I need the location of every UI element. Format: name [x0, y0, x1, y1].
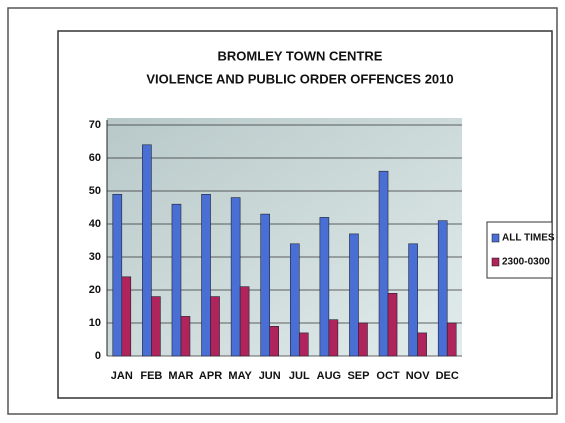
- legend-label: ALL TIMES: [502, 233, 555, 244]
- y-tick-label: 70: [89, 119, 101, 131]
- bar: [378, 170, 389, 357]
- x-tick-label: OCT: [376, 370, 400, 382]
- x-tick-label: APR: [199, 370, 222, 382]
- x-tick-label: NOV: [406, 370, 431, 382]
- bar: [417, 332, 427, 357]
- bar: [142, 144, 152, 357]
- bar: [408, 243, 418, 357]
- bar: [210, 296, 220, 357]
- bar: [298, 332, 309, 357]
- bar: [269, 325, 280, 357]
- x-tick-label: DEC: [436, 370, 459, 382]
- y-tick-label: 10: [89, 317, 101, 329]
- bar: [319, 217, 330, 357]
- x-tick-label: JUN: [259, 370, 281, 382]
- y-tick-label: 40: [89, 218, 101, 230]
- bar: [171, 203, 182, 357]
- y-tick-label: 50: [89, 185, 101, 197]
- x-tick-label: SEP: [347, 370, 369, 382]
- bar: [349, 233, 359, 357]
- bar: [328, 319, 339, 357]
- x-tick-label: MAY: [228, 370, 252, 382]
- chart-title: BROMLEY TOWN CENTRE: [218, 48, 383, 63]
- bar: [437, 220, 448, 357]
- legend-swatch: [491, 257, 500, 267]
- bar: [121, 276, 132, 357]
- bar: [230, 197, 241, 357]
- x-tick-label: JAN: [111, 370, 133, 382]
- bar: [446, 322, 457, 357]
- bar: [112, 194, 123, 357]
- bar: [239, 286, 250, 357]
- x-tick-label: JUL: [289, 370, 310, 382]
- y-tick-label: 30: [89, 251, 101, 263]
- x-tick-label: FEB: [140, 370, 162, 382]
- bar: [358, 322, 368, 357]
- legend-label: 2300-0300: [502, 257, 550, 268]
- y-tick-label: 60: [89, 152, 101, 164]
- legend-swatch: [491, 233, 500, 243]
- bar: [289, 243, 300, 357]
- y-tick-label: 0: [95, 350, 101, 362]
- x-tick-label: AUG: [317, 370, 341, 382]
- legend-box: [486, 221, 553, 279]
- bar: [387, 292, 398, 357]
- bar: [201, 194, 211, 357]
- bar: [260, 213, 271, 357]
- x-tick-label: MAR: [168, 370, 193, 382]
- bar: [180, 316, 191, 357]
- bar: [151, 296, 161, 357]
- chart-subtitle: VIOLENCE AND PUBLIC ORDER OFFENCES 2010: [146, 71, 453, 86]
- y-tick-label: 20: [89, 284, 101, 296]
